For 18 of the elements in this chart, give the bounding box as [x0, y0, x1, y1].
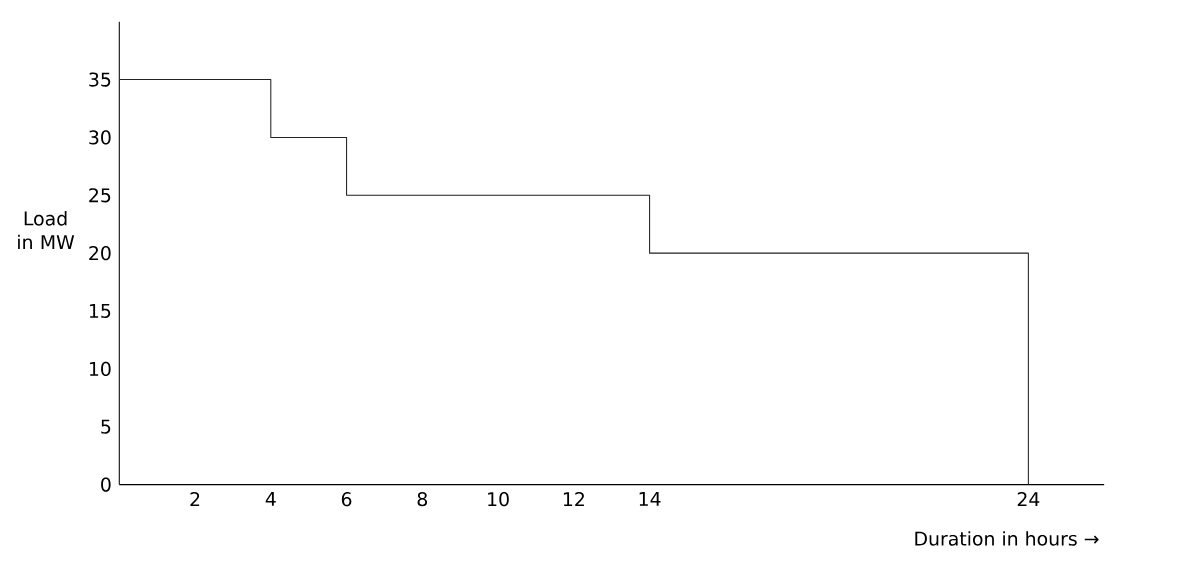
y-tick-label: 10: [89, 361, 111, 377]
y-tick-label: 0: [101, 477, 111, 492]
x-tick-label: 6: [341, 492, 352, 507]
x-axis-title: Duration in hours →: [915, 531, 1099, 546]
x-tick-label: 4: [265, 492, 276, 507]
y-tick-label: 15: [89, 304, 111, 319]
y-tick-label: 30: [89, 130, 111, 145]
y-tick-label: 25: [89, 188, 111, 203]
y-tick-label: 35: [89, 72, 111, 87]
x-tick-label: 14: [639, 492, 661, 507]
y-axis-title: Load in MW: [18, 211, 75, 250]
y-tick-label: 5: [101, 419, 111, 434]
x-tick-label: 2: [190, 492, 200, 507]
x-tick-label: 12: [563, 492, 584, 507]
y-tick-label: 20: [89, 246, 111, 261]
x-tick-label: 8: [417, 492, 428, 507]
x-tick-label: 24: [1017, 492, 1040, 507]
x-tick-label: 10: [488, 492, 509, 507]
